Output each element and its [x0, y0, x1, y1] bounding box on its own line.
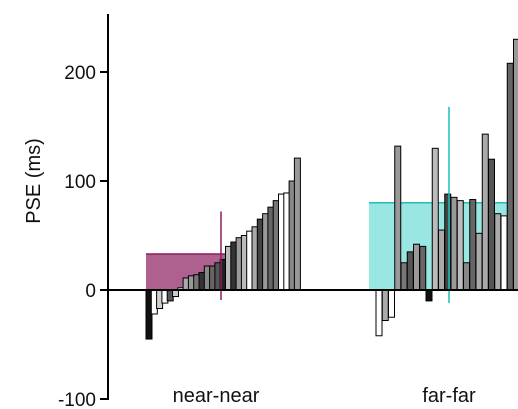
bar — [475, 232, 483, 291]
bar — [438, 229, 445, 291]
y-axis-label: PSE (ms) — [23, 138, 45, 224]
bar — [469, 199, 477, 291]
category-label-near-near: near-near — [173, 385, 260, 407]
y-tick-label: 0 — [85, 281, 96, 302]
y-tick-label: -100 — [58, 390, 96, 409]
y-tick-label: 100 — [64, 172, 96, 193]
bar — [293, 157, 301, 291]
bar — [381, 289, 389, 322]
bar — [463, 262, 470, 291]
bar — [425, 289, 433, 302]
y-tick-label: 200 — [64, 63, 96, 84]
bar-layer — [145, 38, 518, 340]
bar — [419, 245, 427, 291]
axis-layer: -100 0 100 200 PSE (ms) — [23, 14, 109, 409]
bar — [444, 193, 452, 291]
bar — [456, 200, 464, 291]
label-layer: near-near far-far — [108, 289, 518, 407]
bar — [388, 289, 395, 318]
bar — [488, 158, 495, 291]
bar — [513, 38, 518, 291]
bar — [406, 251, 414, 291]
bar — [400, 262, 408, 291]
bar — [500, 215, 508, 291]
category-label-far-far: far-far — [422, 385, 476, 407]
bar — [506, 62, 514, 291]
bar — [431, 147, 439, 291]
bar — [413, 243, 420, 291]
bar — [394, 145, 402, 291]
bar — [450, 196, 458, 291]
bar — [494, 213, 502, 291]
bar — [375, 289, 383, 337]
bar — [481, 133, 489, 291]
